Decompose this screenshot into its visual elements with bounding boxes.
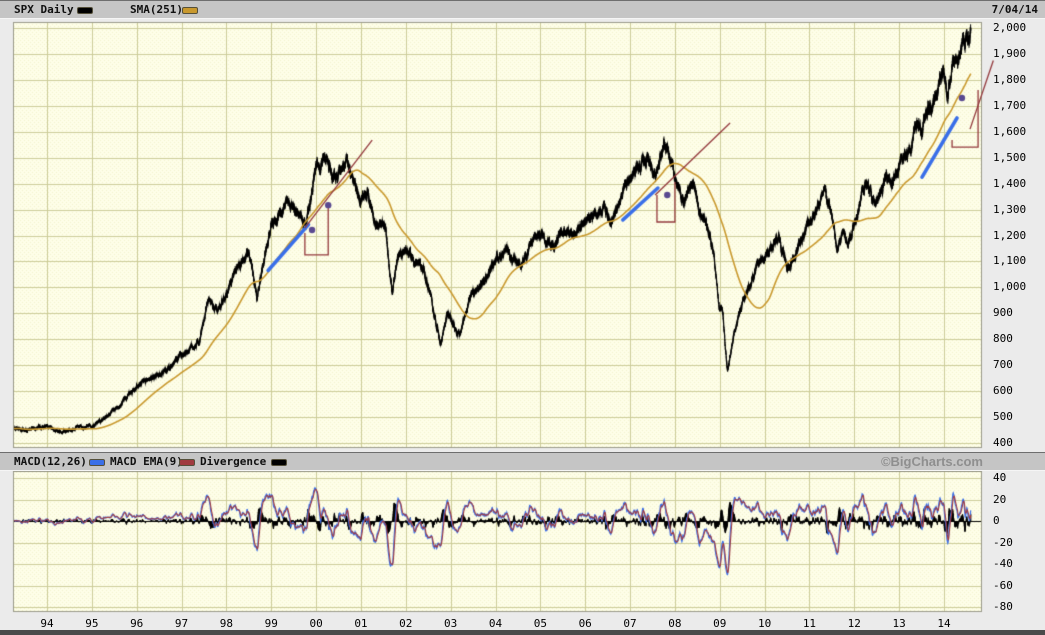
macd-y-tick-label: -20: [993, 535, 1013, 549]
main-y-tick-label: 400: [993, 436, 1013, 449]
main-y-tick-label: 1,500: [993, 150, 1027, 164]
macd-ema-swatch-icon: [179, 459, 195, 466]
macd-y-tick-label: 20: [993, 492, 1007, 506]
x-tick-label: 09: [713, 617, 727, 630]
price-series-label: SPX Daily: [14, 3, 74, 16]
x-tick-label: 94: [40, 617, 54, 630]
main-y-tick-label: 1,300: [993, 202, 1027, 216]
main-y-tick-label: 2,000: [993, 21, 1027, 34]
divergence-swatch-icon: [271, 459, 287, 466]
bottom-strip: [0, 630, 1045, 635]
x-tick-label: 10: [757, 617, 772, 630]
main-y-tick-label: 1,700: [993, 98, 1027, 112]
main-y-tick-label: 800: [993, 332, 1013, 346]
x-tick-label: 03: [444, 617, 458, 630]
macd-y-tick-label: 0: [993, 514, 1000, 527]
x-tick-label: 00: [309, 617, 323, 630]
main-y-tick-label: 900: [993, 306, 1013, 320]
main-y-tick-label: 700: [993, 358, 1013, 372]
main-y-tick-label: 1,800: [993, 72, 1027, 86]
main-y-tick-label: 1,200: [993, 228, 1027, 242]
x-tick-label: 07: [623, 617, 637, 630]
x-tick-label: 14: [937, 617, 951, 630]
x-tick-label: 95: [85, 617, 99, 630]
macd-legend-bar: MACD(12,26) MACD EMA(9) Divergence ©BigC…: [0, 452, 1045, 471]
x-tick-label: 11: [802, 617, 817, 630]
x-tick-label: 96: [130, 617, 144, 630]
x-tick-label: 99: [264, 617, 278, 630]
main-y-tick-label: 1,000: [993, 280, 1027, 294]
macd-y-tick-label: 40: [993, 471, 1007, 484]
main-y-tick-label: 1,900: [993, 46, 1027, 60]
sma-series-swatch-icon: [182, 7, 198, 14]
main-y-tick-label: 600: [993, 384, 1013, 398]
macd-y-tick-label: -60: [993, 578, 1013, 592]
x-tick-label: 08: [668, 617, 682, 630]
macd-y-tick-label: -40: [993, 557, 1013, 570]
x-tick-label: 06: [578, 617, 592, 630]
macd-series-swatch-icon: [89, 459, 105, 466]
as-of-date-label: 7/04/14: [991, 3, 1038, 16]
main-y-tick-label: 1,400: [993, 176, 1027, 190]
x-tick-label: 04: [488, 617, 503, 630]
x-tick-label: 13: [892, 617, 906, 630]
main-y-tick-label: 1,600: [993, 124, 1027, 138]
x-tick-label: 05: [533, 617, 547, 630]
x-tick-label: 12: [847, 617, 861, 630]
divergence-series-label: Divergence: [200, 455, 267, 468]
sma-series-label: SMA(251): [130, 3, 183, 16]
bigcharts-watermark: ©BigCharts.com: [880, 454, 983, 469]
x-tick-label: 01: [354, 617, 368, 630]
x-tick-label: 98: [219, 617, 234, 630]
macd-ema-series-label: MACD EMA(9): [110, 455, 183, 468]
macd-y-tick-label: -80: [993, 600, 1013, 613]
x-tick-label: 97: [174, 617, 189, 630]
top-legend-bar: SPX Daily SMA(251) 7/04/14: [0, 0, 1045, 19]
x-tick-label: 02: [399, 617, 413, 630]
main-y-tick-label: 500: [993, 410, 1013, 424]
price-series-swatch-icon: [77, 7, 93, 14]
macd-series-label: MACD(12,26): [14, 455, 87, 468]
main-y-tick-label: 1,100: [993, 254, 1027, 268]
